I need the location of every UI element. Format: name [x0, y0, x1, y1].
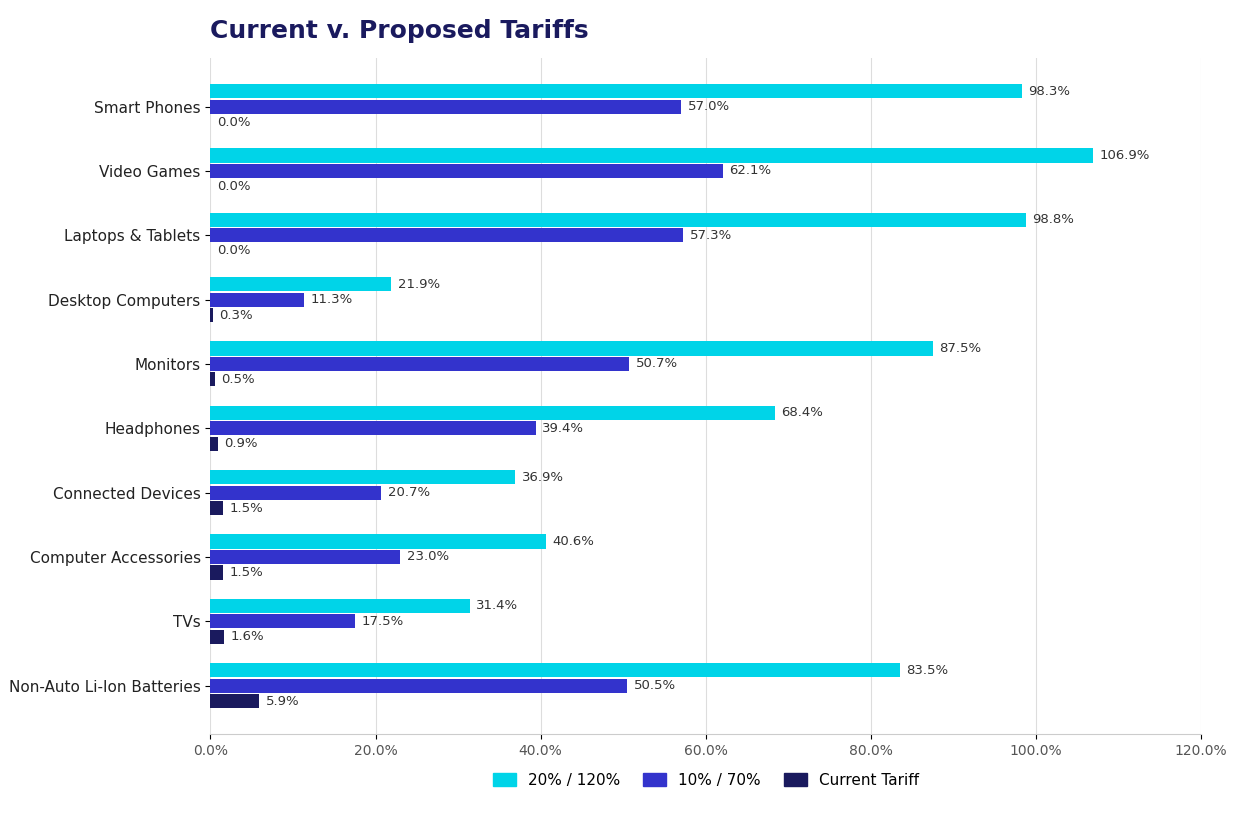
Bar — [210, 437, 218, 451]
Text: 23.0%: 23.0% — [407, 550, 449, 564]
Text: 21.9%: 21.9% — [397, 278, 439, 291]
Text: 50.7%: 50.7% — [635, 358, 677, 370]
Bar — [210, 372, 214, 386]
Bar — [210, 550, 400, 564]
Text: Current v. Proposed Tariffs: Current v. Proposed Tariffs — [210, 18, 589, 43]
Text: 106.9%: 106.9% — [1099, 149, 1150, 162]
Bar — [210, 630, 224, 644]
Text: 57.0%: 57.0% — [687, 100, 729, 113]
Bar — [210, 99, 681, 113]
Text: 20.7%: 20.7% — [387, 486, 430, 500]
Text: 39.4%: 39.4% — [542, 422, 584, 435]
Text: 0.5%: 0.5% — [222, 373, 255, 386]
Text: 1.6%: 1.6% — [230, 631, 264, 643]
Bar — [210, 84, 1021, 98]
Text: 1.5%: 1.5% — [229, 566, 264, 579]
Text: 17.5%: 17.5% — [361, 615, 404, 628]
Bar — [210, 357, 629, 371]
Text: 68.4%: 68.4% — [781, 406, 823, 420]
Bar — [210, 308, 213, 322]
Text: 98.8%: 98.8% — [1032, 214, 1075, 226]
Text: 87.5%: 87.5% — [940, 342, 982, 355]
Bar — [210, 599, 469, 613]
Bar — [210, 615, 355, 628]
Text: 98.3%: 98.3% — [1029, 85, 1071, 98]
Bar — [210, 164, 723, 178]
Text: 36.9%: 36.9% — [521, 470, 563, 484]
Bar — [210, 277, 391, 291]
Text: 0.9%: 0.9% — [224, 437, 258, 450]
Bar — [210, 470, 515, 485]
Bar — [210, 341, 932, 355]
Bar — [210, 421, 536, 435]
Text: 0.0%: 0.0% — [217, 244, 250, 257]
Bar — [210, 663, 900, 677]
Text: 50.5%: 50.5% — [634, 679, 676, 692]
Bar — [210, 485, 381, 500]
Text: 62.1%: 62.1% — [729, 164, 771, 178]
Text: 31.4%: 31.4% — [477, 600, 519, 612]
Text: 5.9%: 5.9% — [266, 695, 300, 707]
Text: 1.5%: 1.5% — [229, 501, 264, 515]
Bar — [210, 535, 546, 549]
Bar — [210, 293, 303, 307]
Text: 0.0%: 0.0% — [217, 180, 250, 193]
Bar — [210, 148, 1093, 163]
Text: 40.6%: 40.6% — [552, 535, 594, 548]
Bar — [210, 406, 775, 420]
Text: 0.0%: 0.0% — [217, 116, 250, 128]
Bar — [210, 213, 1026, 227]
Bar — [210, 229, 683, 243]
Bar — [210, 679, 628, 693]
Bar — [210, 565, 223, 580]
Text: 11.3%: 11.3% — [311, 293, 353, 306]
Legend: 20% / 120%, 10% / 70%, Current Tariff: 20% / 120%, 10% / 70%, Current Tariff — [487, 766, 925, 794]
Text: 0.3%: 0.3% — [219, 309, 253, 322]
Bar — [210, 694, 259, 708]
Text: 57.3%: 57.3% — [690, 229, 732, 242]
Bar — [210, 501, 223, 515]
Text: 83.5%: 83.5% — [906, 664, 948, 676]
